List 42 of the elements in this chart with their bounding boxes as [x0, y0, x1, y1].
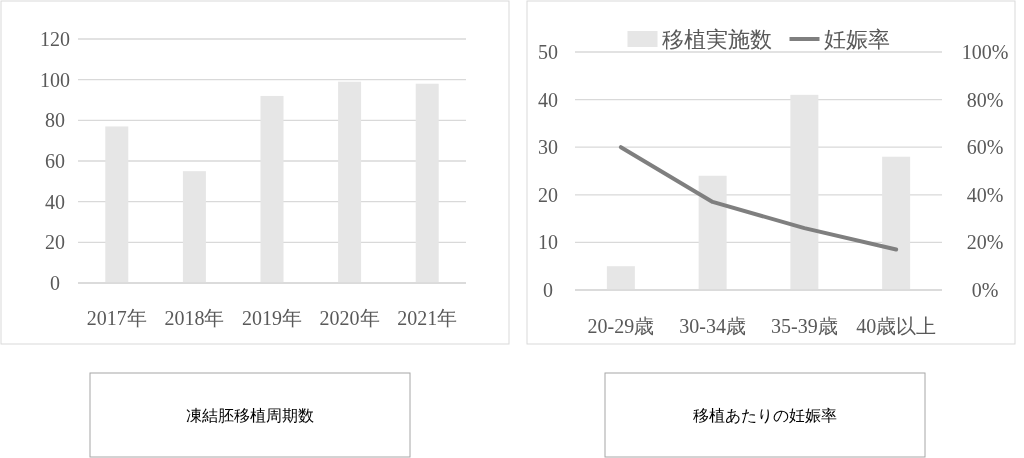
y-tick-label: 10	[538, 231, 558, 254]
y-tick-label: 60	[45, 150, 65, 172]
y-tick-label: 20	[538, 183, 558, 206]
bar	[790, 94, 819, 290]
bar	[415, 83, 439, 283]
y2-tick-label: 0%	[971, 279, 999, 301]
y-tick-label: 20	[45, 231, 65, 254]
y-tick-label: 40	[45, 190, 65, 213]
bar	[182, 171, 206, 283]
bar	[338, 81, 362, 283]
text: 移植あたりの妊娠率	[693, 406, 837, 425]
x-tick-label: 20-29歳	[587, 315, 655, 337]
y2-tick-label: 80%	[966, 88, 1004, 111]
bar	[882, 156, 911, 290]
line-series	[618, 145, 899, 252]
bar	[260, 95, 284, 283]
x-tick-label: 40歳以上	[856, 315, 937, 337]
x-tick-label: 35-39歳	[771, 315, 838, 337]
y-tick-label: 50	[538, 41, 558, 63]
y-tick-label: 30	[538, 136, 558, 159]
y2-tick-label: 100%	[961, 41, 1009, 63]
x-tick-label: 2021年	[397, 307, 458, 329]
x-tick-label: 30-34歳	[679, 315, 746, 337]
y2-tick-label: 40%	[966, 183, 1004, 206]
legend-label: 移植実施数	[661, 27, 772, 52]
y-tick-label: 100	[40, 68, 70, 91]
y2-tick-label: 20%	[966, 231, 1004, 254]
y-tick-label: 120	[40, 28, 70, 50]
y-tick-label: 40	[538, 88, 558, 111]
x-tick-label: 2018年	[164, 307, 225, 329]
x-tick-label: 2019年	[242, 307, 302, 329]
x-tick-label: 2020年	[319, 307, 380, 329]
x-tick-label: 2017年	[86, 307, 147, 329]
text: 凍結胚移植周期数	[186, 406, 314, 425]
bar	[606, 266, 635, 290]
y2-tick-label: 60%	[966, 136, 1004, 159]
y-tick-label: 0	[50, 272, 60, 294]
bar	[105, 126, 129, 283]
legend-label: 妊娠率	[823, 27, 890, 52]
y-tick-label: 0	[543, 279, 553, 301]
bar	[698, 175, 727, 290]
y-tick-label: 80	[45, 109, 65, 132]
